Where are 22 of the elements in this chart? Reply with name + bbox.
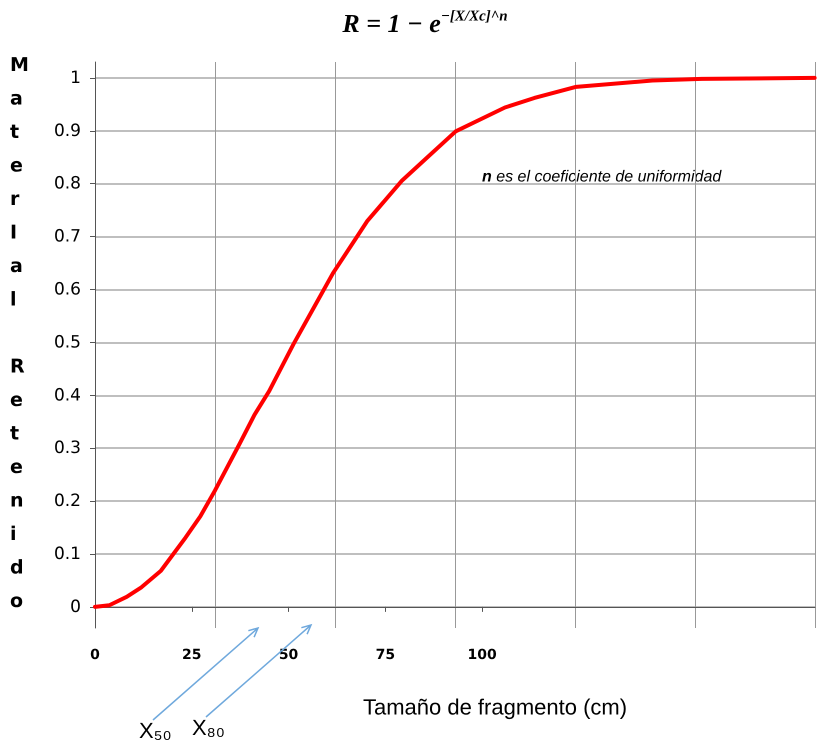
x-tick-label: 50 xyxy=(278,647,299,663)
y-tick-label: 0.5 xyxy=(54,332,81,352)
annotation: n es el coeficiente de uniformidad xyxy=(482,168,722,186)
x-tick-label: 0 xyxy=(90,647,100,663)
x-tick-label: 100 xyxy=(467,647,497,663)
y-tick-label: 0.2 xyxy=(54,491,81,512)
x-axis-title: Tamaño de fragmento (cm) xyxy=(362,694,628,720)
y-tick-label: 1 xyxy=(70,68,81,88)
x-tick-label: 25 xyxy=(182,647,202,663)
y-tick-label: 0.8 xyxy=(54,174,81,194)
y-tick-label: 0.4 xyxy=(54,385,81,406)
x-tick-label: 75 xyxy=(376,647,396,663)
y-tick-label: 0.1 xyxy=(54,544,81,564)
text: X₅₀ xyxy=(139,718,172,744)
y-tick-label: 0 xyxy=(70,596,81,617)
line-series xyxy=(93,76,817,609)
text: X₈₀ xyxy=(192,715,225,741)
y-tick-label: 0.6 xyxy=(54,279,81,300)
y-tick-label: 0.3 xyxy=(54,438,81,458)
y-tick-label: 0.7 xyxy=(54,226,81,247)
y-tick-label: 0.9 xyxy=(54,120,81,141)
text: MaterIal Retenido xyxy=(10,54,29,612)
